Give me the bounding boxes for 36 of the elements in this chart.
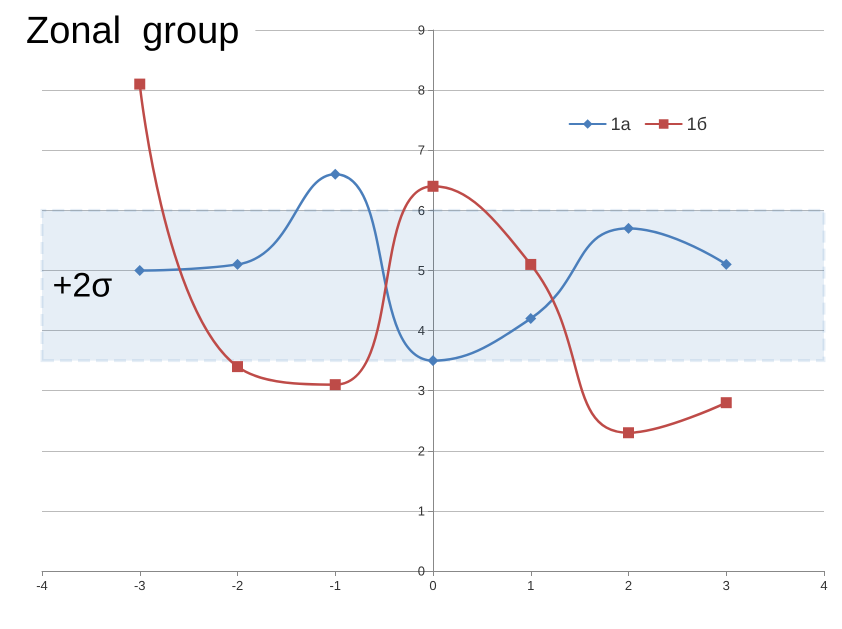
point [623, 222, 634, 234]
y-tick-label: 8 [418, 82, 425, 98]
point [720, 258, 732, 270]
y-tick-label: 5 [418, 262, 425, 278]
point [525, 258, 536, 270]
point [330, 379, 341, 390]
y-tick-label: 1 [418, 503, 425, 518]
x-tick-label: 0 [429, 578, 437, 593]
x-tick-label: -1 [329, 578, 342, 593]
point [232, 258, 243, 270]
x-tick-label: -4 [36, 578, 48, 593]
x-tick-label: 2 [624, 578, 632, 593]
legend-label: 1а [610, 114, 632, 134]
point [134, 78, 146, 90]
y-tick-label: 6 [418, 202, 425, 218]
y-tick-label: 7 [418, 142, 425, 158]
point [525, 313, 536, 324]
point [330, 168, 341, 180]
y-tick-label: 2 [418, 443, 425, 458]
point [623, 427, 634, 438]
y-tick-label: 9 [418, 22, 425, 38]
legend-label: 1б [686, 114, 708, 134]
x-tick-label: 4 [820, 578, 828, 593]
x-tick-label: -3 [134, 578, 146, 593]
x-tick-label: 3 [722, 578, 730, 593]
y-tick-label: 4 [418, 323, 425, 338]
point [134, 264, 146, 276]
x-tick-label: 1 [527, 578, 534, 593]
y-tick-label: 3 [418, 383, 425, 398]
x-tick-label: -2 [232, 578, 244, 593]
point [428, 355, 438, 366]
point [428, 180, 438, 192]
point [720, 397, 732, 408]
point [232, 361, 243, 372]
band-label: +2σ [52, 266, 112, 304]
chart-title: Zonal group [26, 10, 240, 52]
